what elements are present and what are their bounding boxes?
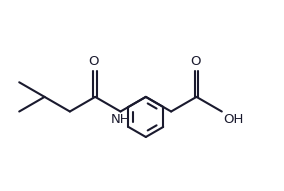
Text: NH: NH [111, 113, 130, 126]
Text: O: O [190, 55, 200, 68]
Text: OH: OH [223, 113, 244, 126]
Text: O: O [89, 55, 99, 68]
